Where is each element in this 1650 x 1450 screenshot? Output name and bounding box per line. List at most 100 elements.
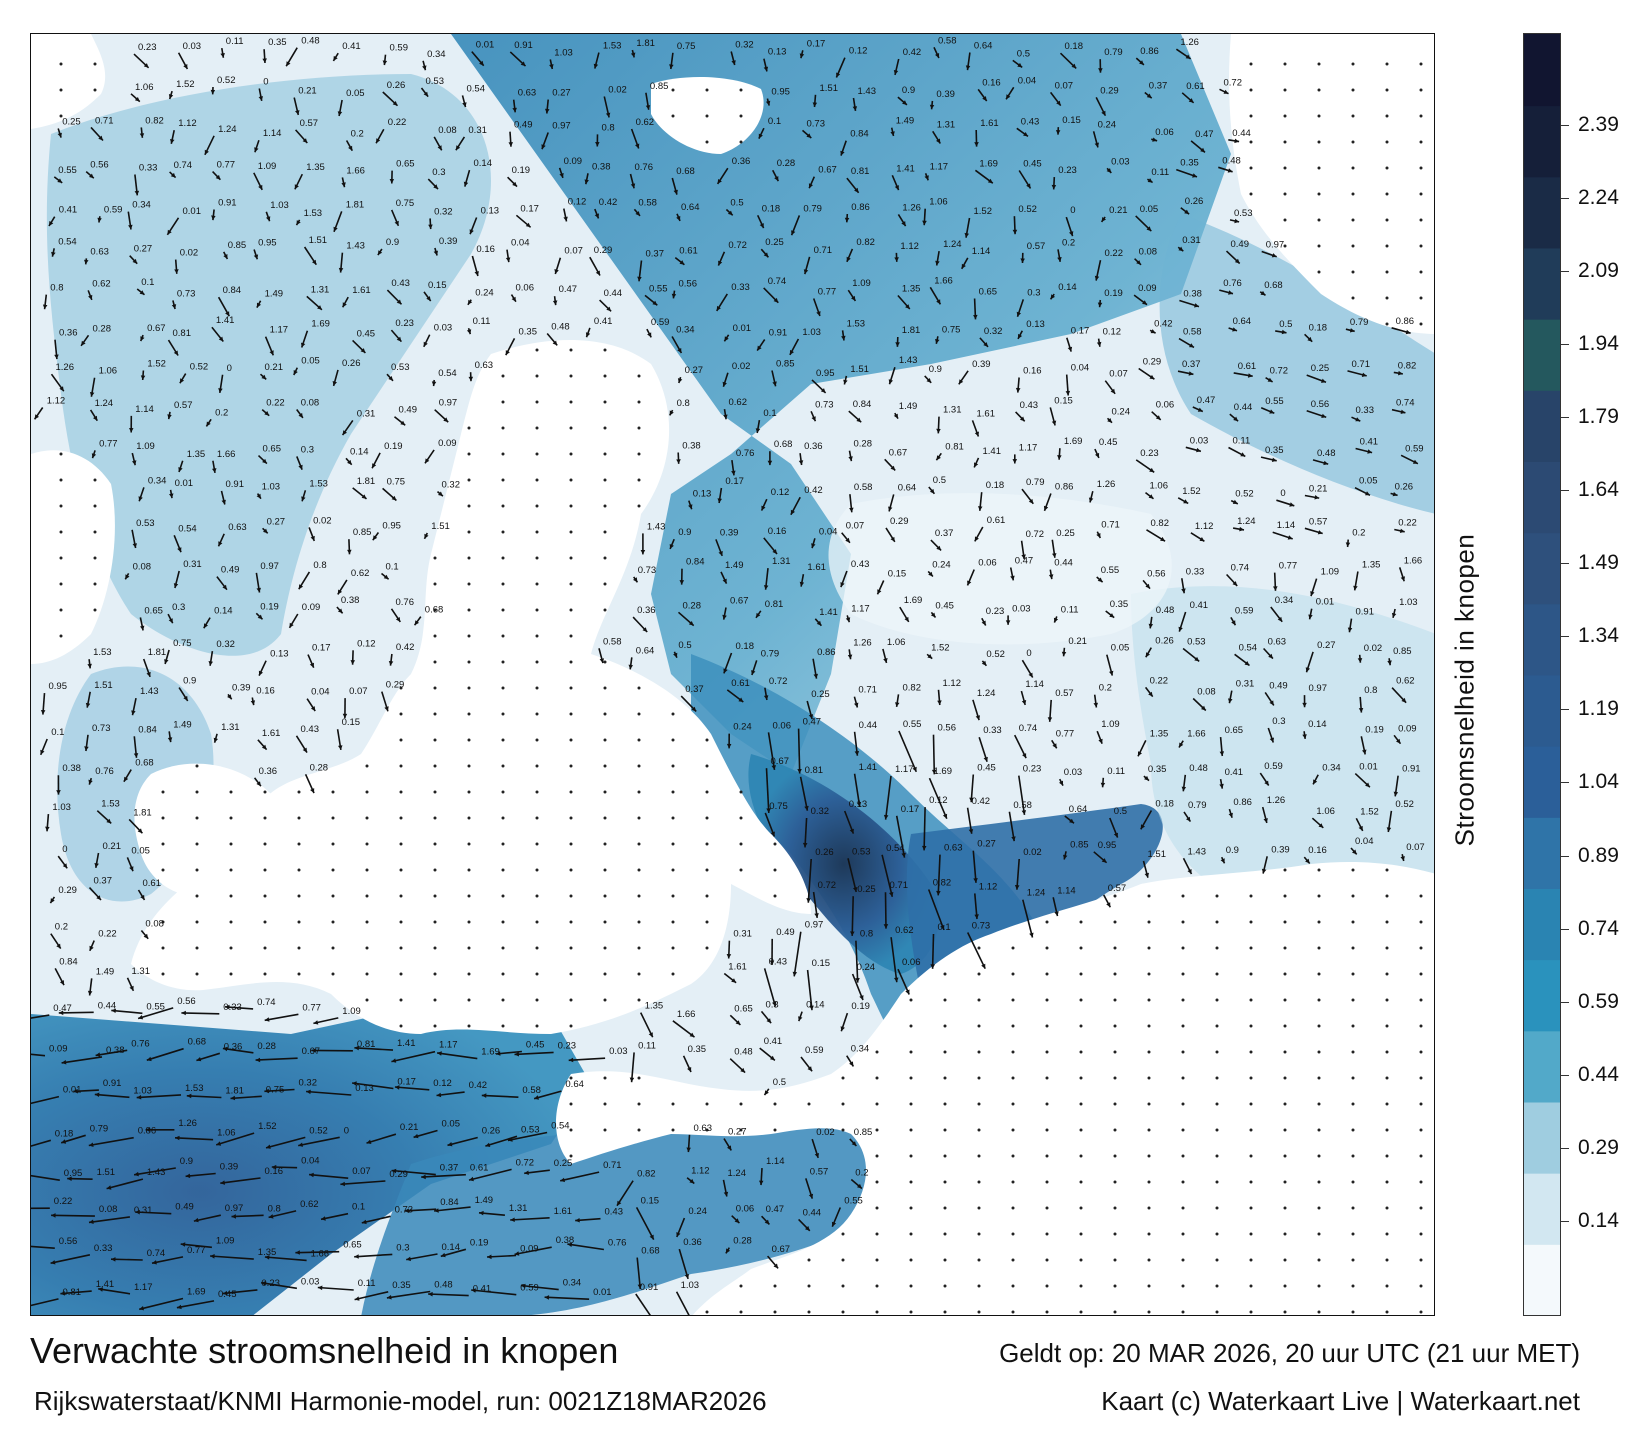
grid-dot xyxy=(739,842,743,846)
grid-dot xyxy=(1147,1258,1151,1262)
speed-value-label: 0.82 xyxy=(903,682,922,693)
grid-dot xyxy=(977,1024,981,1028)
speed-value-label: 0.47 xyxy=(53,1003,72,1014)
grid-dot xyxy=(297,842,301,846)
current-arrowhead xyxy=(423,341,428,347)
current-arrowhead xyxy=(481,1093,487,1098)
current-arrowhead xyxy=(310,788,315,794)
speed-value-label: 0.23 xyxy=(558,1040,577,1051)
grid-dot xyxy=(1011,1154,1015,1158)
grid-dot xyxy=(501,920,505,924)
current-arrowhead xyxy=(856,801,862,807)
speed-value-label: 0.43 xyxy=(769,956,788,967)
current-arrowhead xyxy=(183,695,188,701)
current-arrow xyxy=(851,896,854,936)
current-arrowhead xyxy=(974,536,979,542)
current-arrowhead xyxy=(1179,742,1184,748)
grid-dot xyxy=(1249,1024,1253,1028)
speed-value-label: 0.54 xyxy=(438,368,457,379)
speed-value-label: 0.55 xyxy=(1265,396,1284,407)
grid-dot xyxy=(1113,972,1117,976)
grid-dot xyxy=(501,1024,505,1028)
speed-value-label: 0.59 xyxy=(104,204,123,215)
grid-dot xyxy=(467,556,471,560)
current-arrow xyxy=(95,1049,128,1057)
speed-value-label: 0.75 xyxy=(387,476,406,487)
speed-value-label: 0.02 xyxy=(313,515,332,526)
speed-value-label: 0.73 xyxy=(972,921,991,932)
current-arrow xyxy=(210,1255,254,1260)
speed-value-label: 0.17 xyxy=(901,804,920,815)
speed-value-label: 0.1 xyxy=(386,562,399,573)
model-run: Rijkswaterstaat/KNMI Harmonie-model, run… xyxy=(34,1386,767,1416)
grid-dot xyxy=(977,1076,981,1080)
current-arrow xyxy=(351,1082,394,1090)
grid-dot xyxy=(569,582,573,586)
speed-value-label: 0.17 xyxy=(312,643,331,654)
grid-dot xyxy=(671,1128,675,1132)
current-arrowhead xyxy=(764,1219,770,1225)
speed-value-label: 0.11 xyxy=(1151,167,1169,178)
current-arrow xyxy=(635,1207,655,1240)
speed-value-label: 0.63 xyxy=(518,88,537,99)
speed-value-label: 0.19 xyxy=(1365,724,1384,735)
grid-dot xyxy=(637,686,641,690)
grid-dot xyxy=(1147,1206,1151,1210)
current-arrowhead xyxy=(1232,499,1238,504)
grid-dot xyxy=(1045,1284,1049,1288)
current-arrowhead xyxy=(487,1254,492,1260)
current-arrowhead xyxy=(256,781,261,787)
current-arrow xyxy=(568,1057,606,1062)
grid-dot xyxy=(161,790,165,794)
grid-dot xyxy=(1181,946,1185,950)
speed-value-label: 0.34 xyxy=(563,1278,582,1289)
current-arrowhead xyxy=(763,695,769,700)
speed-value-label: 0.23 xyxy=(1140,448,1159,459)
speed-value-label: 0.15 xyxy=(888,569,907,580)
current-arrowhead xyxy=(912,766,917,772)
current-arrowhead xyxy=(474,271,479,276)
grid-dot xyxy=(1079,1128,1083,1132)
current-arrow xyxy=(514,1246,552,1256)
current-arrowhead xyxy=(766,808,771,813)
grid-dot xyxy=(297,920,301,924)
grid-dot xyxy=(1011,1076,1015,1080)
speed-value-label: 0.26 xyxy=(482,1126,501,1137)
speed-value-label: 1.09 xyxy=(1321,567,1340,578)
grid-dot xyxy=(1317,1128,1321,1132)
current-arrowhead xyxy=(1232,581,1238,586)
speed-value-label: 1.17 xyxy=(851,603,870,614)
grid-dot xyxy=(977,1128,981,1132)
speed-value-label: 0.1 xyxy=(763,408,776,419)
speed-value-label: 0.84 xyxy=(440,1197,459,1208)
speed-value-label: 1.03 xyxy=(802,327,821,338)
speed-value-label: 1.43 xyxy=(1188,846,1207,857)
grid-dot xyxy=(1113,1076,1117,1080)
current-arrowhead xyxy=(1150,329,1156,334)
grid-dot xyxy=(637,738,641,742)
grid-dot xyxy=(1283,88,1287,92)
speed-value-label: 0.41 xyxy=(1360,437,1379,448)
speed-value-label: 0.85 xyxy=(353,527,372,538)
current-arrowhead xyxy=(218,336,224,342)
grid-dot xyxy=(1317,192,1321,196)
colorbar-tick-label: 1.94 xyxy=(1578,331,1619,355)
current-arrowhead xyxy=(541,144,546,150)
current-arrowhead xyxy=(773,1263,779,1269)
current-arrowhead xyxy=(301,342,306,348)
current-arrowhead xyxy=(534,1095,539,1100)
grid-dot xyxy=(399,712,403,716)
speed-value-label: 0.55 xyxy=(1101,565,1120,576)
current-arrow xyxy=(855,940,859,983)
current-arrowhead xyxy=(143,63,149,68)
speed-value-label: 0.18 xyxy=(736,641,755,652)
speed-value-label: 0.73 xyxy=(815,399,834,410)
grid-dot xyxy=(1351,62,1355,66)
grid-dot xyxy=(977,1284,981,1288)
speed-value-label: 0.72 xyxy=(516,1157,535,1168)
speed-value-label: 0.64 xyxy=(1233,316,1252,327)
speed-value-label: 0.3 xyxy=(432,167,445,178)
current-arrow xyxy=(436,1052,478,1060)
current-arrow xyxy=(51,1214,95,1217)
current-arrowhead xyxy=(1050,294,1055,300)
